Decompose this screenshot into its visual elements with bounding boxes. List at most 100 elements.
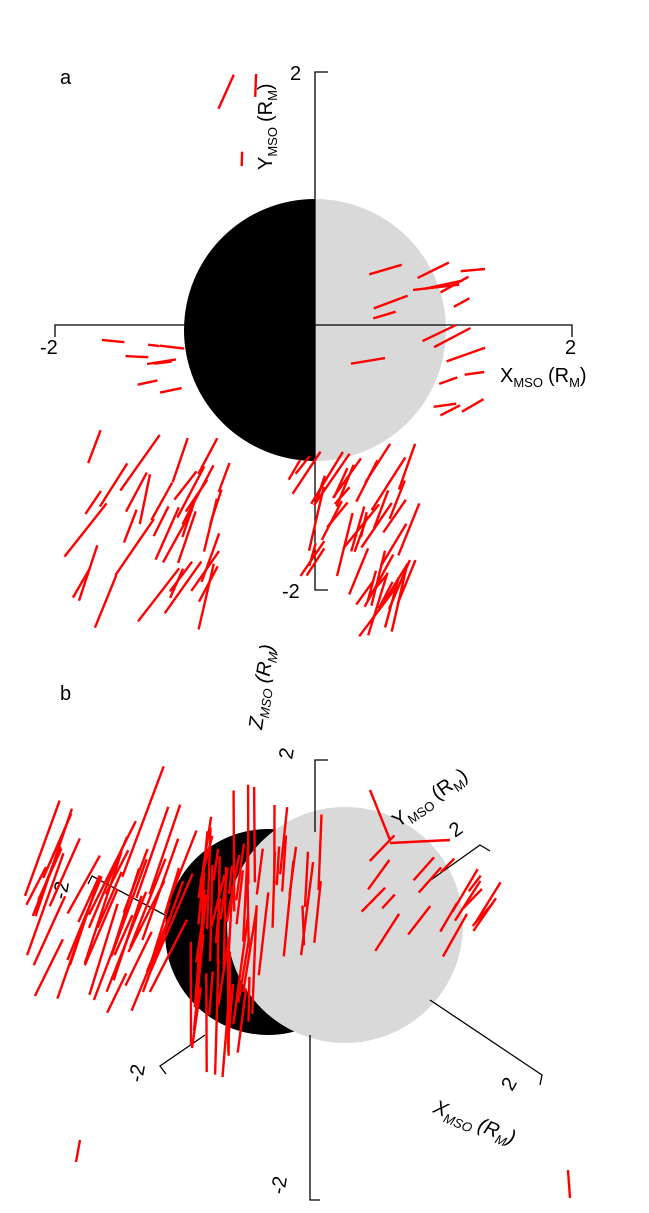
trajectory: [23, 800, 61, 897]
trajectory: [397, 502, 421, 556]
trajectory: [368, 263, 403, 276]
axis-name: Z: [245, 715, 269, 732]
trajectory: [216, 856, 221, 964]
trajectory: [370, 456, 407, 511]
trajectory: [217, 74, 235, 110]
tick-label: 2: [497, 1074, 522, 1095]
trajectory: [83, 851, 123, 964]
trajectory: [176, 465, 206, 519]
tick-label: -2: [125, 1063, 150, 1084]
trajectory: [106, 972, 128, 1014]
trajectory: [440, 857, 456, 873]
trajectory: [453, 880, 482, 922]
axis-unit-sub: M: [265, 90, 280, 101]
x-axis: [429, 999, 543, 1086]
trajectory: [25, 866, 48, 906]
trajectory: [350, 506, 366, 552]
axis-name: X: [500, 365, 513, 387]
trajectory: [379, 562, 409, 609]
trajectory: [197, 437, 219, 475]
trajectory: [193, 953, 201, 1008]
trajectory: [235, 843, 246, 901]
trajectory: [381, 893, 396, 910]
trajectory: [93, 574, 118, 629]
trajectory: [281, 835, 288, 892]
trajectory: [460, 267, 486, 273]
trajectory: [317, 814, 323, 890]
trajectory: [237, 937, 251, 1003]
trajectory: [421, 324, 457, 343]
trajectory: [372, 310, 396, 320]
trajectory: [255, 848, 264, 895]
trajectory: [446, 346, 486, 363]
trajectory: [129, 858, 167, 948]
trajectory: [153, 360, 172, 365]
axis-label: YMSO (RM): [255, 83, 280, 170]
trajectory: [98, 462, 129, 508]
trajectory: [307, 486, 325, 552]
trajectory: [200, 532, 221, 583]
trajectory: [152, 505, 170, 537]
trajectory: [364, 443, 392, 484]
trajectory: [121, 765, 165, 878]
axis-sub: MSO: [441, 1111, 474, 1136]
trajectory: [303, 851, 310, 907]
x-axis-neg: [159, 1034, 206, 1075]
trajectory: [101, 338, 125, 344]
trajectory: [25, 852, 65, 956]
trajectory: [236, 988, 248, 1053]
trajectory: [287, 459, 302, 481]
trajectory: [161, 509, 194, 564]
trajectory: [412, 283, 460, 292]
trajectory: [333, 467, 349, 498]
trajectory: [433, 402, 457, 408]
trajectory: [159, 386, 182, 394]
trajectory: [138, 473, 152, 525]
trajectory: [407, 905, 432, 936]
trajectory: [320, 500, 343, 541]
panel-label: b: [60, 683, 71, 705]
trajectory: [313, 453, 351, 506]
trajectory: [251, 905, 258, 1014]
y-axis: [427, 844, 491, 883]
trajectory: [150, 482, 174, 521]
trajectory: [114, 518, 155, 576]
day-side: [227, 807, 463, 1043]
panel-b: b 2 2 -2 -2 2 -2 ZMSO(RM) YMSO(RM) XMSO(…: [23, 643, 572, 1201]
tick-label: 2: [565, 337, 576, 359]
trajectory: [360, 886, 386, 913]
trajectory: [197, 831, 209, 925]
trajectory: [68, 875, 101, 966]
trajectory: [74, 1139, 82, 1163]
trajectory: [112, 895, 143, 981]
trajectory: [32, 895, 67, 966]
trajectory: [171, 437, 189, 483]
trajectory: [217, 462, 231, 493]
axis-unit: (R: [548, 365, 569, 387]
trajectory: [335, 512, 354, 577]
trajectory: [159, 344, 185, 350]
z-axis-neg: [309, 1035, 320, 1201]
trajectory: [137, 379, 158, 386]
trajectory: [566, 1169, 572, 1199]
trajectory: [77, 545, 99, 602]
axis-label: XMSO (RM): [500, 365, 587, 390]
axis-name: Y: [255, 157, 277, 170]
trajectory: [163, 560, 203, 614]
trajectory: [148, 919, 189, 993]
axis-unit-sub: M: [265, 651, 281, 664]
axis-unit: (R: [252, 660, 277, 684]
trajectory: [247, 976, 251, 1022]
trajectory: [310, 451, 344, 505]
trajectory: [360, 502, 393, 549]
trajectory: [396, 559, 417, 605]
trajectory: [31, 845, 62, 917]
trajectory: [96, 871, 123, 929]
trajectory: [464, 370, 485, 376]
trajectory: [176, 511, 197, 564]
trajectory: [417, 866, 442, 894]
trajectory: [169, 568, 185, 599]
trajectory: [168, 560, 194, 593]
trajectory: [441, 913, 469, 958]
